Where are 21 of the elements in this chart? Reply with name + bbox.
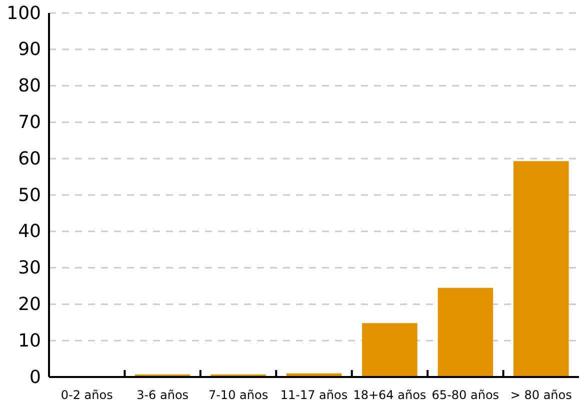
bar	[438, 288, 494, 377]
bar	[362, 323, 418, 377]
x-tick-label: 3-6 años	[136, 388, 189, 402]
bar	[514, 161, 569, 377]
y-tick-label: 90	[18, 39, 41, 60]
x-tick-label: 7-10 años	[208, 388, 268, 402]
y-tick-label: 50	[18, 184, 41, 206]
y-tick-label: 100	[6, 2, 41, 24]
x-tick-label: 18+64 años	[353, 388, 426, 402]
x-tick-label: 65-80 años	[432, 388, 500, 402]
y-tick-label: 60	[18, 148, 41, 170]
y-tick-label: 80	[18, 76, 41, 97]
x-tick-label: 0-2 años	[60, 388, 113, 402]
y-tick-label: 30	[18, 258, 41, 279]
x-tick-label: 11-17 años	[280, 388, 348, 402]
y-tick-label: 40	[18, 221, 41, 242]
y-tick-label: 10	[18, 330, 41, 352]
y-tick-label: 0	[30, 366, 41, 388]
x-tick-label: > 80 años	[510, 388, 572, 402]
y-tick-label: 20	[18, 294, 41, 315]
y-tick-label: 70	[18, 112, 41, 133]
